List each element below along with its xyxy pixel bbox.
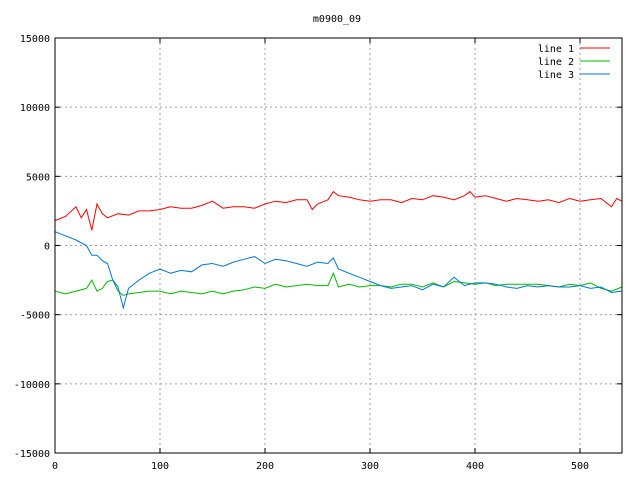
legend: line 1 line 2 line 3 (538, 44, 610, 81)
plot-frame (54, 37, 623, 454)
grid (55, 38, 622, 453)
x-tick-label: 200 (256, 461, 274, 472)
series-line-3 (54, 231, 623, 310)
x-tick-label: 100 (151, 461, 169, 472)
y-tick-label: 5000 (26, 172, 50, 183)
series-line-1 (54, 190, 623, 231)
y-tick-label: 10000 (20, 103, 50, 114)
x-tick-label: 0 (52, 461, 58, 472)
y-tick-label: 0 (44, 242, 50, 253)
y-tick-label: -15000 (14, 449, 50, 460)
y-tick-label: 15000 (20, 34, 50, 45)
series-line-2 (54, 271, 623, 296)
chart-title: m0900_09 (313, 14, 361, 25)
legend-label-1: line 1 (538, 44, 574, 55)
axes: 0 100 200 300 400 500 -15000 -10000 -5000 0 5000 10… (14, 34, 622, 472)
y-tick-label: -5000 (20, 311, 50, 322)
y-tick-label: -10000 (14, 380, 50, 391)
x-tick-label: 300 (361, 461, 379, 472)
x-tick-label: 400 (466, 461, 484, 472)
x-tick-label: 500 (571, 461, 589, 472)
legend-label-2: line 2 (538, 57, 574, 68)
series-group (54, 190, 623, 310)
legend-label-3: line 3 (538, 70, 574, 81)
